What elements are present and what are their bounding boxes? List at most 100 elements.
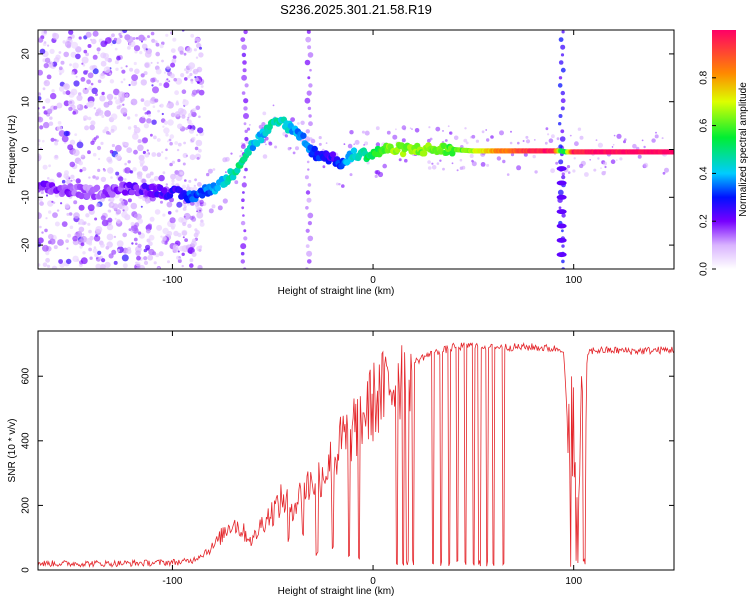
noise-speckle	[183, 215, 186, 218]
smear-dot	[561, 259, 565, 264]
noise-speckle	[45, 257, 50, 263]
smear-dot	[243, 106, 248, 111]
noise-speckle	[318, 136, 322, 140]
noise-speckle	[65, 239, 69, 244]
noise-speckle	[160, 200, 163, 204]
noise-speckle	[147, 223, 152, 229]
noise-speckle	[502, 159, 506, 164]
smear-dot	[243, 30, 248, 35]
noise-speckle	[632, 143, 637, 149]
noise-speckle	[377, 171, 384, 178]
noise-speckle	[44, 57, 51, 63]
noise-speckle	[89, 124, 95, 131]
smear-dot	[241, 52, 247, 58]
noise-speckle	[65, 90, 71, 96]
noise-speckle	[163, 71, 167, 74]
colorbar-tick-label: 0.4	[699, 166, 710, 180]
noise-speckle	[436, 162, 440, 165]
noise-speckle	[76, 141, 84, 149]
noise-speckle	[143, 100, 151, 107]
noise-speckle	[349, 130, 354, 135]
noise-speckle	[60, 60, 65, 65]
noise-speckle	[603, 161, 607, 166]
noise-speckle	[475, 139, 479, 143]
noise-speckle	[129, 170, 133, 174]
noise-speckle	[411, 128, 413, 130]
noise-speckle	[604, 165, 607, 169]
noise-speckle	[190, 122, 194, 126]
noise-speckle	[157, 266, 161, 269]
noise-speckle	[126, 36, 134, 43]
noise-speckle	[101, 219, 109, 227]
noise-speckle	[162, 213, 166, 217]
noise-speckle	[115, 67, 119, 72]
noise-speckle	[124, 178, 127, 181]
noise-speckle	[104, 126, 109, 132]
noise-speckle	[113, 235, 117, 239]
noise-speckle	[137, 231, 142, 235]
noise-speckle	[109, 149, 114, 154]
noise-speckle	[547, 133, 550, 136]
noise-speckle	[107, 100, 113, 106]
noise-speckle	[111, 33, 115, 38]
noise-speckle	[481, 130, 485, 134]
noise-speckle	[480, 162, 486, 167]
noise-speckle	[196, 210, 198, 213]
noise-speckle	[189, 154, 196, 161]
noise-speckle	[133, 149, 138, 155]
smear-dot	[244, 83, 249, 88]
noise-speckle	[166, 201, 173, 208]
noise-speckle	[181, 230, 187, 236]
noise-speckle	[143, 256, 148, 261]
noise-speckle	[486, 138, 490, 142]
noise-speckle	[152, 86, 159, 94]
noise-speckle	[153, 261, 157, 265]
noise-speckle	[66, 212, 70, 216]
noise-speckle	[146, 118, 152, 124]
noise-speckle	[170, 48, 176, 53]
noise-speckle	[39, 201, 44, 206]
smear-dot	[309, 68, 312, 72]
noise-speckle	[88, 241, 93, 246]
smear-dot	[304, 175, 309, 180]
noise-speckle	[147, 113, 151, 117]
smear-dot	[559, 136, 566, 142]
smear-dot	[558, 159, 564, 165]
noise-speckle	[100, 40, 107, 48]
noise-speckle	[122, 198, 125, 202]
noise-speckle	[89, 100, 95, 107]
noise-speckle	[124, 142, 129, 147]
noise-speckle	[86, 79, 91, 85]
noise-speckle	[486, 163, 490, 167]
noise-speckle	[196, 211, 204, 219]
carrier-point	[421, 150, 428, 157]
noise-speckle	[185, 154, 188, 157]
noise-speckle	[182, 184, 186, 189]
noise-speckle	[48, 233, 54, 240]
smear-dot	[240, 37, 246, 42]
noise-speckle	[199, 199, 204, 205]
noise-speckle	[70, 51, 77, 58]
noise-speckle	[574, 141, 579, 147]
noise-speckle	[87, 222, 91, 226]
noise-speckle	[451, 162, 454, 165]
noise-speckle	[82, 251, 86, 255]
noise-speckle	[143, 260, 149, 265]
noise-speckle	[427, 166, 432, 170]
noise-speckle	[45, 98, 51, 104]
noise-speckle	[49, 116, 53, 120]
noise-speckle	[161, 151, 164, 154]
noise-speckle	[485, 129, 488, 131]
noise-speckle	[138, 154, 145, 161]
noise-speckle	[114, 60, 119, 65]
noise-speckle	[94, 253, 99, 258]
noise-speckle	[110, 43, 113, 46]
noise-speckle	[114, 153, 122, 160]
noise-speckle	[176, 148, 180, 152]
noise-speckle	[144, 112, 148, 115]
noise-speckle	[39, 125, 44, 130]
noise-speckle	[579, 163, 584, 169]
noise-speckle	[161, 112, 164, 116]
noise-speckle	[97, 109, 104, 116]
noise-speckle	[199, 46, 202, 50]
